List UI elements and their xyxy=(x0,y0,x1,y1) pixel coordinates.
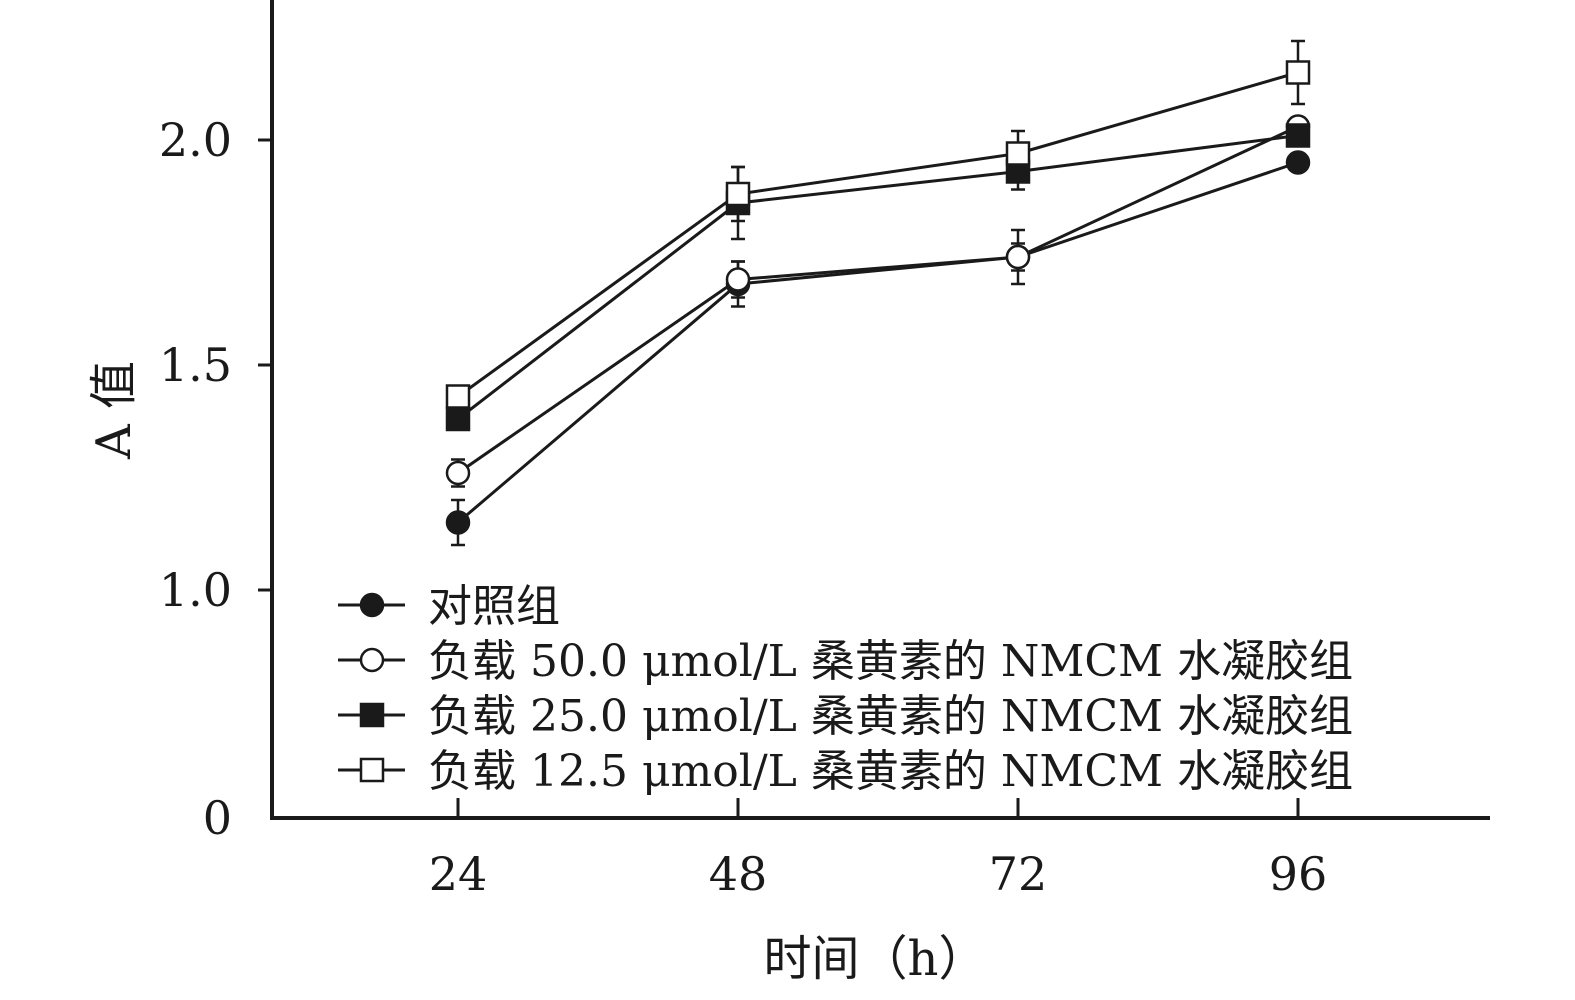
legend-marker xyxy=(359,702,385,728)
legend-item: 对照组 xyxy=(338,581,560,632)
data-point xyxy=(445,510,471,535)
legend-item: 负载 50.0 μmol/L 桑黄素的 NMCM 水凝胶组 xyxy=(338,636,1353,687)
legend-item: 负载 25.0 μmol/L 桑黄素的 NMCM 水凝胶组 xyxy=(338,691,1353,742)
data-point xyxy=(725,181,751,207)
data-point xyxy=(1285,150,1311,175)
y-tick-label: 0 xyxy=(203,791,232,845)
data-point xyxy=(1285,60,1311,85)
axes xyxy=(270,0,1490,820)
x-tick-label: 24 xyxy=(429,847,488,901)
data-point xyxy=(445,460,471,486)
legend-marker xyxy=(359,647,385,673)
data-point xyxy=(1285,123,1311,148)
x-axis-title: 时间（h） xyxy=(764,931,987,987)
data-point xyxy=(445,384,471,409)
data-point xyxy=(1005,244,1031,270)
series-line xyxy=(457,125,1299,475)
legend-label: 负载 12.5 μmol/L 桑黄素的 NMCM 水凝胶组 xyxy=(428,746,1353,797)
series-2 xyxy=(445,114,1311,488)
data-point xyxy=(445,406,471,432)
legend-marker xyxy=(359,592,385,618)
y-tick-label: 1.0 xyxy=(159,563,232,617)
x-ticks: 24 48 72 96 xyxy=(429,798,1328,901)
series-4 xyxy=(445,39,1311,409)
series-line xyxy=(457,71,1299,398)
data-point xyxy=(1005,141,1031,166)
series-line xyxy=(457,161,1299,524)
legend-label: 负载 50.0 μmol/L 桑黄素的 NMCM 水凝胶组 xyxy=(428,636,1353,687)
legend-item: 负载 12.5 μmol/L 桑黄素的 NMCM 水凝胶组 xyxy=(338,746,1353,797)
series-1 xyxy=(445,150,1311,547)
x-tick-label: 72 xyxy=(989,847,1048,901)
y-ticks: 0 1.0 1.5 2.0 xyxy=(159,113,272,845)
series-3 xyxy=(445,123,1311,432)
series-layer xyxy=(445,39,1311,547)
x-tick-label: 48 xyxy=(709,847,768,901)
data-point xyxy=(725,267,751,292)
y-tick-label: 1.5 xyxy=(159,338,232,392)
series-line xyxy=(457,134,1299,421)
legend-label: 对照组 xyxy=(428,581,560,632)
y-tick-label: 2.0 xyxy=(159,113,232,167)
y-axis-title: A 值 xyxy=(86,361,142,460)
legend-label: 负载 25.0 μmol/L 桑黄素的 NMCM 水凝胶组 xyxy=(428,691,1353,742)
legend-marker xyxy=(359,757,385,783)
x-tick-label: 96 xyxy=(1269,847,1328,901)
